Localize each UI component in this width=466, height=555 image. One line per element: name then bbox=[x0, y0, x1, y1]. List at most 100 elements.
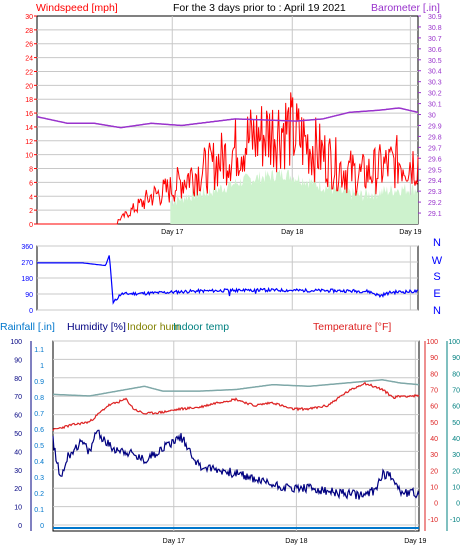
x-tick-label: Day 18 bbox=[285, 538, 307, 545]
direction-tick-label: 360 bbox=[21, 244, 33, 251]
barometer-tick-label: 30.2 bbox=[428, 91, 442, 98]
temperature-tick-label: 60 bbox=[430, 404, 438, 411]
legend-entry: Indoor temp bbox=[173, 321, 229, 333]
indoor-temp-tick-label: 100 bbox=[448, 339, 460, 346]
rainfall-tick-label: 1 bbox=[40, 363, 44, 370]
direction-grid bbox=[37, 245, 418, 311]
indoor-temp-tick-label: 90 bbox=[452, 355, 460, 362]
humidity-plot-area bbox=[52, 340, 420, 532]
barometer-tick-label: 29.7 bbox=[428, 145, 442, 152]
temperature-tick-label: 100 bbox=[426, 339, 438, 346]
temperature-tick-label: 20 bbox=[430, 468, 438, 475]
barometer-tick-labels: 29.1 29.2 29.3 29.4 29.5 29.6 29.7 29.8 29.9 30 30… bbox=[418, 14, 442, 218]
x-tick-label: Day 19 bbox=[404, 538, 426, 545]
temperature-tick-label: 0 bbox=[434, 501, 438, 508]
barometer-tick-label: 29.2 bbox=[428, 200, 442, 207]
windspeed-tick-label: 30 bbox=[25, 14, 33, 21]
humidity-tick-label: 90 bbox=[14, 357, 22, 364]
indoor-temp-tick-label: 0 bbox=[456, 501, 460, 508]
rainfall-tick-label: 0.7 bbox=[34, 411, 44, 418]
barometer-tick-label: 30.8 bbox=[428, 25, 442, 32]
humidity-line bbox=[52, 429, 420, 500]
barometer-tick-label: 29.9 bbox=[428, 123, 442, 130]
barometer-tick-label: 29.1 bbox=[428, 211, 442, 218]
indoor-temp-tick-label: 20 bbox=[452, 468, 460, 475]
direction-tick-label: 90 bbox=[25, 292, 33, 299]
humidity-x-tick-labels: Day 17 Day 18 Day 19 bbox=[163, 538, 427, 545]
rainfall-tick-label: 0.4 bbox=[34, 459, 44, 466]
direction-series bbox=[37, 255, 419, 305]
barometer-tick-label: 30 bbox=[428, 113, 436, 120]
temperature-tick-label: -10 bbox=[428, 517, 438, 524]
legend-entry: Rainfall [.in] bbox=[0, 321, 55, 333]
windspeed-tick-label: 4 bbox=[29, 194, 33, 201]
compass-label: S bbox=[433, 271, 440, 283]
temperature-tick-label: 10 bbox=[430, 485, 438, 492]
gust-area bbox=[170, 169, 418, 224]
rainfall-tick-label: 0.5 bbox=[34, 443, 44, 450]
temperature-tick-label: 40 bbox=[430, 436, 438, 443]
x-tick-label: Day 19 bbox=[399, 229, 421, 236]
windspeed-axis-label: Windspeed [mph] bbox=[36, 2, 118, 14]
windspeed-tick-label: 18 bbox=[25, 97, 33, 104]
rainfall-tick-label: 0 bbox=[40, 523, 44, 530]
windspeed-tick-label: 14 bbox=[25, 125, 33, 132]
humidity-legend: Rainfall [.in] Humidity [%] Indoor humIndo… bbox=[0, 321, 391, 333]
direction-tick-label: 0 bbox=[29, 308, 33, 315]
x-tick-label: Day 17 bbox=[163, 538, 185, 545]
humidity-tick-label: 40 bbox=[14, 449, 22, 456]
barometer-tick-label: 30.1 bbox=[428, 102, 442, 109]
windspeed-tick-label: 2 bbox=[29, 208, 33, 215]
temperature-tick-label: 30 bbox=[430, 452, 438, 459]
chart-title: For the 3 days prior to : April 19 2021 bbox=[173, 2, 346, 14]
compass-label: N bbox=[433, 305, 441, 317]
humidity-tick-label: 80 bbox=[14, 376, 22, 383]
temperature-tick-label: 90 bbox=[430, 355, 438, 362]
barometer-tick-label: 30.6 bbox=[428, 47, 442, 54]
rainfall-tick-label: 0.8 bbox=[34, 395, 44, 402]
temperature-tick-labels: -10 -10 0 0 10 10 20 20 30 30 40 40 50 50 60 60 70 70 80 80… bbox=[424, 339, 460, 531]
windspeed-tick-label: 20 bbox=[25, 83, 33, 90]
windspeed-tick-label: 6 bbox=[29, 180, 33, 187]
barometer-tick-label: 29.5 bbox=[428, 167, 442, 174]
windspeed-tick-label: 28 bbox=[25, 28, 33, 35]
rainfall-tick-labels: 0 0.1 0.2 0.3 0.4 0.5 0.6 0.7 0.8 0.9 1 1.1 bbox=[34, 347, 44, 530]
barometer-tick-label: 29.3 bbox=[428, 189, 442, 196]
windspeed-tick-label: 24 bbox=[25, 56, 33, 63]
windspeed-tick-label: 10 bbox=[25, 153, 33, 160]
humidity-tick-label: 60 bbox=[14, 413, 22, 420]
x-tick-label: Day 17 bbox=[161, 229, 183, 236]
legend-entry: Indoor hum bbox=[127, 321, 180, 333]
humidity-tick-label: 30 bbox=[14, 468, 22, 475]
compass-label: E bbox=[433, 288, 440, 300]
indoor-temp-tick-label: 40 bbox=[452, 436, 460, 443]
wind-x-tick-labels: Day 17 Day 18 Day 19 bbox=[161, 229, 421, 236]
barometer-tick-label: 29.4 bbox=[428, 178, 442, 185]
rainfall-tick-label: 0.3 bbox=[34, 475, 44, 482]
humidity-tick-labels: 0 10 20 30 40 50 60 70 80 90 100 bbox=[10, 339, 32, 531]
wind-series bbox=[36, 92, 419, 225]
indoor-temp-tick-label: 50 bbox=[452, 420, 460, 427]
direction-tick-label: 180 bbox=[21, 276, 33, 283]
direction-tick-labels: 0 90 180 270 360 bbox=[21, 244, 33, 315]
barometer-tick-label: 30.4 bbox=[428, 69, 442, 76]
humidity-series bbox=[52, 379, 420, 529]
barometer-axis-label: Barometer [.in] bbox=[371, 2, 440, 14]
indoor-temp-tick-label: 60 bbox=[452, 404, 460, 411]
indoor-temp-tick-label: 30 bbox=[452, 452, 460, 459]
indoor-temp-tick-label: 80 bbox=[452, 371, 460, 378]
x-tick-label: Day 18 bbox=[281, 229, 303, 236]
rainfall-tick-label: 0.9 bbox=[34, 379, 44, 386]
humidity-tick-label: 100 bbox=[10, 339, 22, 346]
compass-label: W bbox=[432, 255, 443, 267]
temperature-line bbox=[52, 381, 420, 432]
barometer-tick-label: 30.5 bbox=[428, 58, 442, 65]
windspeed-tick-label: 8 bbox=[29, 167, 33, 174]
indoor-temp-line bbox=[53, 379, 419, 397]
humidity-tick-label: 20 bbox=[14, 486, 22, 493]
